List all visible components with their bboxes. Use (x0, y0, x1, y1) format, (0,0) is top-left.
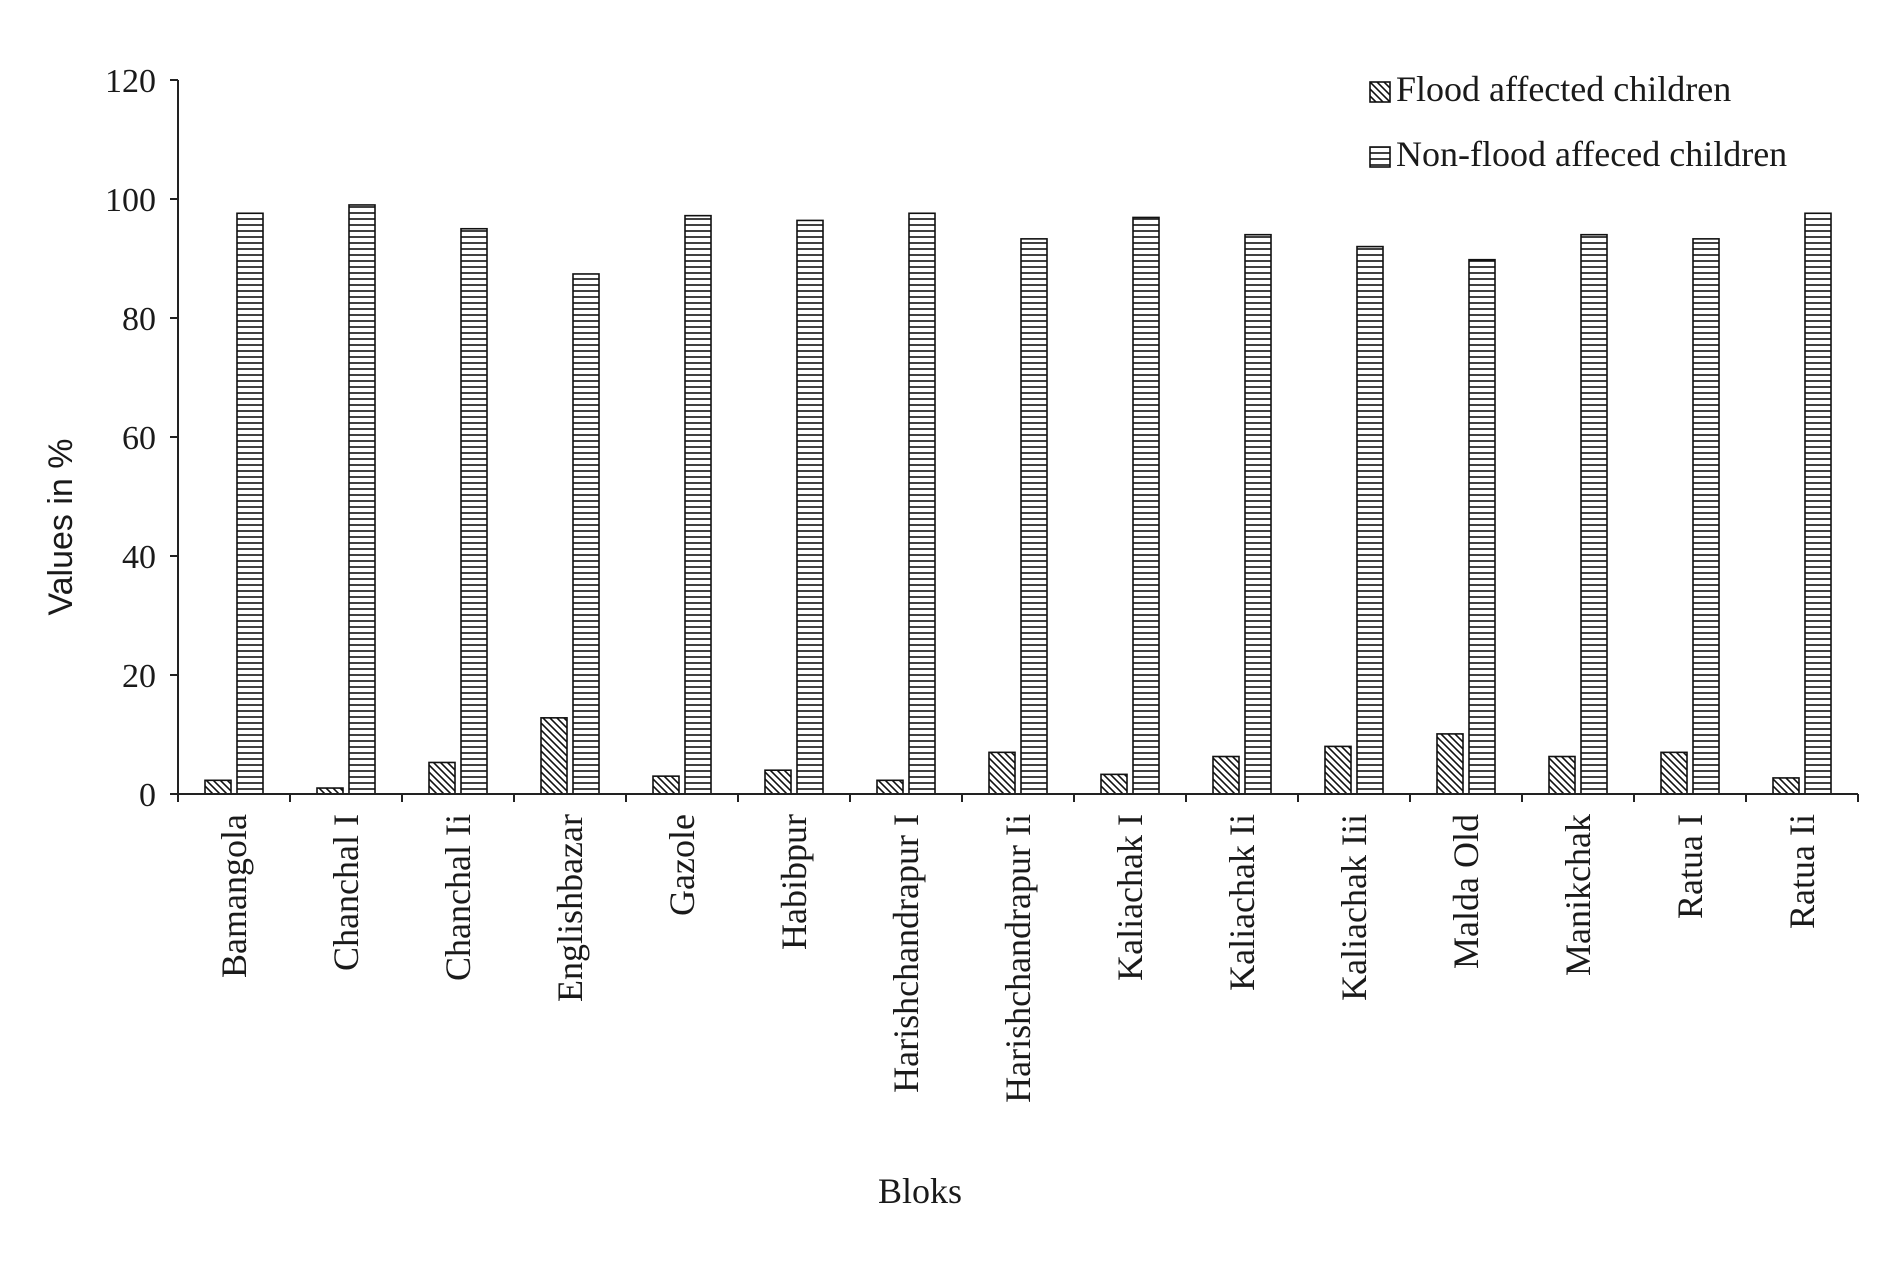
legend-swatch (1369, 146, 1391, 168)
bar-nonflood (1020, 238, 1048, 795)
bar-nonflood (348, 204, 376, 795)
bar-nonflood (1804, 212, 1832, 795)
x-tick-label: Chanchal I (326, 814, 366, 971)
bar-nonflood (684, 214, 712, 795)
x-tick-label: Kaliachak Ii (1222, 814, 1262, 991)
bar-flood (1436, 733, 1464, 795)
x-tick-label: Chanchal Ii (438, 814, 478, 981)
legend-label: Flood affected children (1396, 69, 1731, 109)
bar-nonflood (572, 273, 600, 795)
bar-flood (1324, 745, 1352, 795)
y-tick-label: 80 (122, 301, 156, 338)
y-tick-label: 0 (139, 777, 156, 814)
bar-flood (428, 761, 456, 795)
bar-flood (876, 779, 904, 795)
y-axis-label: Values in % (42, 438, 80, 615)
y-tick-label: 40 (122, 539, 156, 576)
bar-flood (1212, 755, 1240, 795)
bar-nonflood (1132, 216, 1160, 795)
x-tick-label: Ratua Ii (1782, 814, 1822, 929)
bar-flood (1660, 751, 1688, 795)
bar-nonflood (1692, 238, 1720, 795)
bar-flood (988, 751, 1016, 795)
bar-flood (540, 717, 568, 795)
bar-nonflood (1468, 258, 1496, 795)
y-tick-label: 60 (122, 420, 156, 457)
x-tick-label: Bamangola (214, 814, 254, 978)
legend-label: Non-flood affeced children (1396, 134, 1787, 174)
x-tick-label: Kaliachak Iii (1334, 814, 1374, 1001)
bar-nonflood (1244, 233, 1272, 795)
x-tick-label: Malda Old (1446, 814, 1486, 969)
bar-nonflood (796, 219, 824, 795)
y-tick-label: 20 (122, 658, 156, 695)
bar-flood (1772, 777, 1800, 795)
legend-swatch (1369, 81, 1391, 103)
bars-layer (204, 204, 1832, 795)
x-axis-label: Bloks (878, 1171, 962, 1211)
bar-flood (204, 779, 232, 795)
y-tick-label: 100 (105, 182, 156, 219)
bar-flood (1100, 773, 1128, 795)
bar-nonflood (1356, 245, 1384, 795)
x-axis-ticks: Bamangola Chanchal I Chanchal Ii Englishbaz… (177, 794, 1859, 1103)
bar-nonflood (1580, 233, 1608, 795)
legend: Flood affected children Non-flood affeced… (1369, 69, 1787, 174)
bar-flood (764, 769, 792, 795)
bar-nonflood (236, 212, 264, 795)
bar-flood (1548, 755, 1576, 795)
x-tick-label: Habibpur (774, 814, 814, 950)
bar-flood (652, 775, 680, 795)
x-tick-label: Gazole (662, 814, 702, 916)
y-tick-label: 120 (105, 63, 156, 100)
bar-nonflood (908, 212, 936, 795)
x-tick-label: Harishchandrapur I (886, 814, 926, 1093)
x-tick-label: Manikchak (1558, 814, 1598, 976)
x-tick-label: Englishbazar (550, 814, 590, 1002)
y-axis-ticks: 0 20 40 60 80 100 120 (105, 63, 178, 814)
x-tick-label: Ratua I (1670, 814, 1710, 919)
bar-nonflood (460, 227, 488, 795)
x-tick-label: Harishchandrapur Ii (998, 814, 1038, 1103)
x-tick-label: Kaliachak I (1110, 814, 1150, 981)
